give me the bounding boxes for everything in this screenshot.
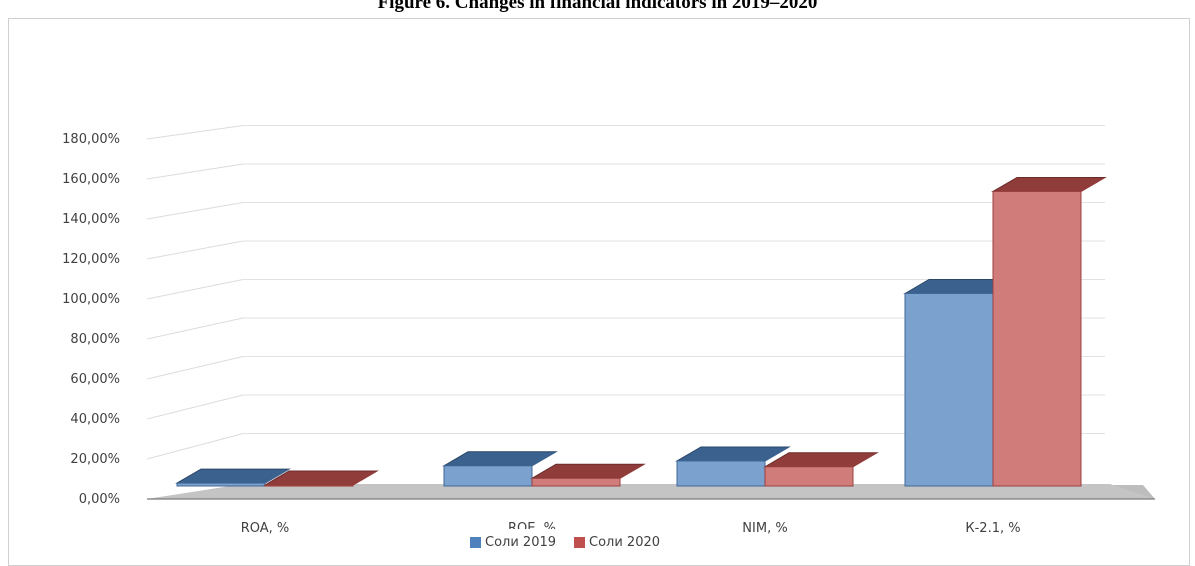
bar-edge: [619, 463, 645, 479]
legend-item-2019: Соли 2019: [470, 535, 556, 550]
bar-2020-0: [263, 470, 379, 487]
bar-2019-2: [675, 446, 791, 487]
gridline-diag: [146, 163, 244, 180]
x-category-label: ROA, %: [241, 521, 290, 536]
bar-2020-3: [991, 176, 1107, 487]
y-tick-label: 40,00%: [70, 412, 120, 427]
bar-front-face: [264, 484, 354, 487]
legend-swatch-2020: [574, 536, 586, 548]
bar-top-face: [442, 451, 558, 467]
gridline-diag: [146, 394, 244, 420]
bar-front-face: [904, 293, 994, 487]
legend-item-2020: Соли 2020: [574, 535, 660, 550]
bar-top-face: [991, 176, 1107, 192]
y-tick-label: 80,00%: [70, 332, 120, 347]
x-category-label: NIM, %: [742, 521, 787, 536]
gridline-diag: [146, 279, 244, 300]
bar-edge: [531, 451, 557, 467]
y-tick-label: 180,00%: [62, 132, 120, 147]
bar-2019-3: [903, 279, 1019, 487]
gridline-diag: [146, 433, 244, 460]
bar-top-face: [763, 452, 879, 468]
bar-front-face: [176, 482, 266, 487]
bar-2019-0: [175, 468, 291, 487]
gridline-diag: [146, 202, 244, 220]
bar-edge: [352, 470, 378, 486]
figure-caption: Figure 6. Changes in financial indicator…: [377, 0, 818, 13]
bars: [175, 176, 1107, 487]
bar-edge: [764, 446, 790, 462]
bar-front-face: [676, 460, 766, 487]
bar-edge: [852, 452, 878, 468]
y-tick-label: 0,00%: [79, 492, 120, 507]
y-tick-label: 100,00%: [62, 292, 120, 307]
bar-top-face: [530, 463, 646, 479]
floor-top: [147, 484, 1155, 499]
chart-floor: [147, 484, 1155, 500]
legend-label-2019: Соли 2019: [485, 534, 557, 550]
y-tick-label: 160,00%: [62, 172, 120, 187]
y-tick-label: 140,00%: [62, 212, 120, 227]
bar-top-face: [675, 446, 791, 462]
gridline-diag: [146, 240, 244, 260]
legend-label-2020: Соли 2020: [589, 534, 661, 550]
y-tick-label: 20,00%: [70, 452, 120, 467]
bar-2019-1: [442, 451, 558, 487]
bar-edge: [1080, 177, 1106, 192]
bar-front-face: [531, 477, 621, 487]
bar-2020-1: [530, 463, 646, 487]
y-axis-ticks: 0,00% 20,00% 40,00% 60,00% 80,00% 100,00% 120,…: [62, 132, 120, 507]
bar-front-face: [764, 466, 854, 487]
bar-front-face: [443, 465, 533, 487]
legend-swatch-2019: [470, 536, 481, 548]
legend: Соли 2019 Соли 2020: [456, 529, 675, 555]
gridline-diag: [146, 125, 244, 140]
bar-front-face: [992, 190, 1082, 487]
gridline-diag: [146, 317, 244, 340]
gridline-diag: [146, 356, 244, 380]
y-tick-label: 60,00%: [70, 372, 120, 387]
x-category-label: К-2.1, %: [965, 521, 1020, 536]
bar-edge: [264, 468, 290, 484]
bar-2020-2: [763, 452, 879, 487]
y-tick-label: 120,00%: [62, 252, 120, 267]
